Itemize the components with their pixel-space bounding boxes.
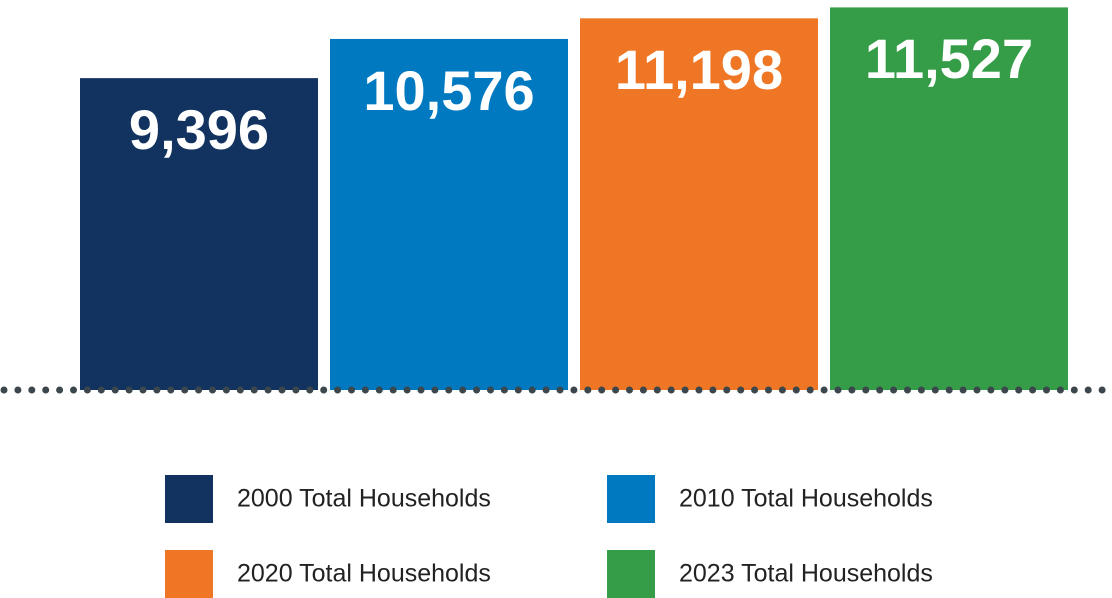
- bar: [580, 18, 818, 390]
- bar: [330, 38, 568, 391]
- value-label: 9,396: [129, 98, 269, 161]
- legend-label: 2020 Total Households: [237, 560, 491, 588]
- legend-label: 2000 Total Households: [237, 485, 491, 513]
- legend-swatch: [607, 475, 655, 523]
- bar: [80, 78, 318, 391]
- value-label: 11,198: [615, 38, 783, 101]
- legend-swatch: [165, 475, 213, 523]
- value-label: 11,527: [865, 27, 1033, 90]
- legend-swatch: [607, 550, 655, 598]
- value-label: 10,576: [363, 59, 534, 122]
- legend-label: 2023 Total Households: [679, 560, 933, 588]
- legend-swatch: [165, 550, 213, 598]
- legend-label: 2010 Total Households: [679, 485, 933, 513]
- bar: [830, 7, 1068, 390]
